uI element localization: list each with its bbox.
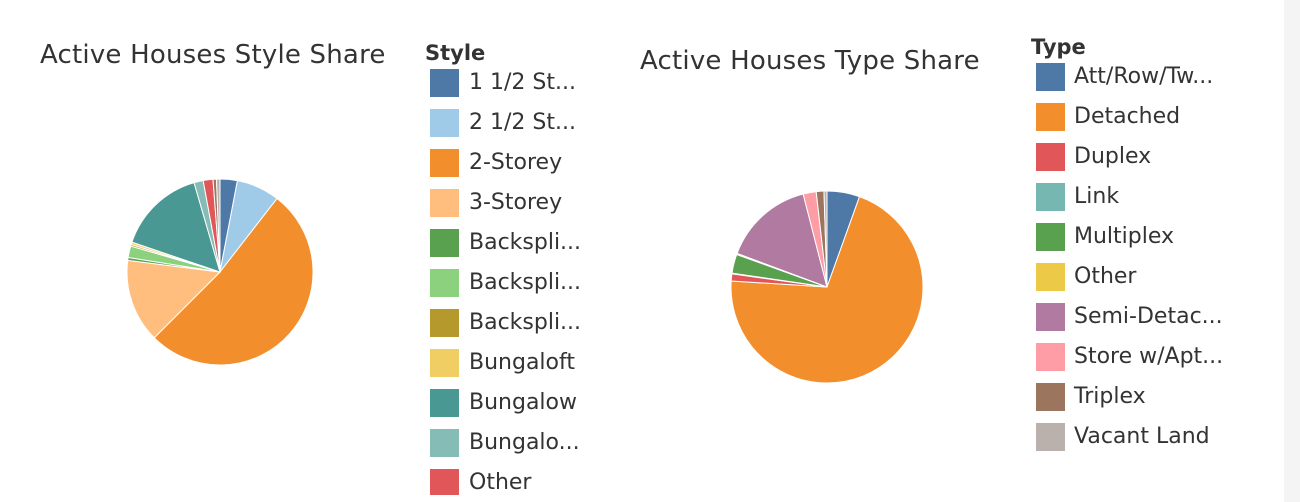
style-legend-swatch	[430, 229, 459, 257]
type-legend-swatch	[1036, 343, 1065, 371]
style-pie-slice-12-unlabeled[interactable]	[215, 178, 221, 273]
type-legend-label: Link	[1074, 184, 1120, 209]
type-legend-swatch	[1036, 63, 1065, 91]
style-chart-title: Active Houses Style Share	[40, 40, 386, 70]
style-legend-item[interactable]: Backspli...	[425, 228, 625, 268]
style-legend-item[interactable]: 3-Storey	[425, 188, 625, 228]
type-legend-swatch	[1036, 263, 1065, 291]
type-legend-item[interactable]: Store w/Apt...	[1031, 342, 1271, 382]
style-legend-item[interactable]: Backspli...	[425, 308, 625, 348]
type-legend-item[interactable]: Other	[1031, 262, 1271, 302]
style-legend-swatch	[430, 109, 459, 137]
style-legend-label: 1 1/2 St...	[469, 70, 576, 95]
type-legend-item[interactable]: Link	[1031, 182, 1271, 222]
type-pie-slice-1-detached[interactable]	[730, 196, 924, 384]
style-legend-items: 1 1/2 St... 2 1/2 St... 2-Storey 3-Storey Ba…	[425, 68, 625, 495]
type-pie-slice-9-vacant-land[interactable]	[823, 190, 828, 288]
style-legend-item[interactable]: Bungaloft	[425, 348, 625, 388]
type-legend-swatch	[1036, 303, 1065, 331]
style-legend-item[interactable]: Backspli...	[425, 268, 625, 308]
style-legend: Style 1 1/2 St... 2 1/2 St... 2-Storey 3-St…	[425, 38, 625, 495]
type-legend-label: Other	[1074, 264, 1137, 289]
style-legend-label: 2-Storey	[469, 150, 563, 175]
style-pie-slice-8-bungalow[interactable]	[131, 182, 221, 273]
style-legend-title: Style	[425, 41, 486, 65]
type-legend-label: Vacant Land	[1074, 424, 1210, 449]
type-legend-item[interactable]: Semi-Detac...	[1031, 302, 1271, 342]
type-legend-swatch	[1036, 423, 1065, 451]
type-legend-swatch	[1036, 383, 1065, 411]
type-legend-item[interactable]: Triplex	[1031, 382, 1271, 422]
style-legend-label: Backspli...	[469, 310, 582, 335]
style-legend-item[interactable]: Other	[425, 468, 625, 495]
type-legend-swatch	[1036, 143, 1065, 171]
type-legend-label: Att/Row/Tw...	[1074, 64, 1214, 89]
type-legend-swatch	[1036, 183, 1065, 211]
type-legend-label: Duplex	[1074, 144, 1152, 169]
type-legend-label: Store w/Apt...	[1074, 344, 1224, 369]
style-legend-item[interactable]: Bungalow	[425, 388, 625, 428]
type-legend-item[interactable]: Multiplex	[1031, 222, 1271, 262]
style-legend-swatch	[430, 469, 459, 495]
style-legend-label: 3-Storey	[469, 190, 563, 215]
type-legend-item[interactable]: Vacant Land	[1031, 422, 1271, 462]
style-legend-label: Bungalo...	[469, 430, 580, 455]
style-legend-label: 2 1/2 St...	[469, 110, 576, 135]
style-legend-label: Backspli...	[469, 230, 582, 255]
style-legend-label: Backspli...	[469, 270, 582, 295]
type-legend-label: Triplex	[1074, 384, 1146, 409]
style-legend-swatch	[430, 149, 459, 177]
style-legend-item[interactable]: 2-Storey	[425, 148, 625, 188]
style-legend-swatch	[430, 189, 459, 217]
type-legend-items: Att/Row/Tw... Detached Duplex Link Multiplex…	[1031, 62, 1271, 462]
type-chart-title: Active Houses Type Share	[640, 46, 980, 76]
type-legend-item[interactable]: Att/Row/Tw...	[1031, 62, 1271, 102]
style-legend-swatch	[430, 269, 459, 297]
type-legend-label: Detached	[1074, 104, 1181, 129]
style-pie-slice-3-3-storey[interactable]	[126, 259, 222, 339]
style-legend-label: Other	[469, 470, 532, 495]
type-pie-chart	[730, 190, 924, 384]
style-pie-chart	[126, 178, 314, 366]
type-legend-label: Multiplex	[1074, 224, 1175, 249]
style-pie-slice-2-2-storey[interactable]	[153, 197, 314, 366]
type-legend: Type Att/Row/Tw... Detached Duplex Link Mult…	[1031, 32, 1271, 462]
type-legend-label: Semi-Detac...	[1074, 304, 1223, 329]
style-legend-swatch	[430, 309, 459, 337]
style-legend-item[interactable]: Bungalo...	[425, 428, 625, 468]
type-legend-item[interactable]: Detached	[1031, 102, 1271, 142]
style-legend-swatch	[430, 349, 459, 377]
scrollbar-track[interactable]	[1284, 0, 1300, 502]
type-legend-title: Type	[1031, 35, 1086, 59]
style-legend-label: Bungaloft	[469, 350, 575, 375]
style-legend-item[interactable]: 2 1/2 St...	[425, 108, 625, 148]
style-legend-swatch	[430, 389, 459, 417]
style-legend-label: Bungalow	[469, 390, 577, 415]
type-pie-slice-6-semi-detac[interactable]	[736, 193, 828, 288]
style-legend-swatch	[430, 69, 459, 97]
type-legend-swatch	[1036, 103, 1065, 131]
type-legend-item[interactable]: Duplex	[1031, 142, 1271, 182]
type-legend-swatch	[1036, 223, 1065, 251]
style-legend-swatch	[430, 429, 459, 457]
style-legend-item[interactable]: 1 1/2 St...	[425, 68, 625, 108]
